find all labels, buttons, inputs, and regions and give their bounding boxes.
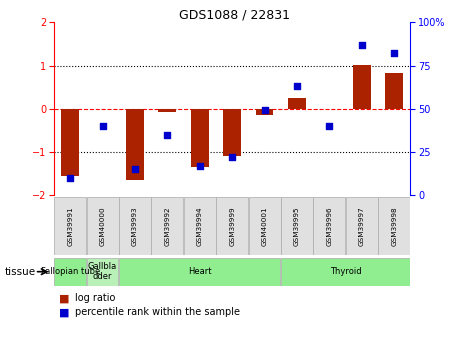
FancyBboxPatch shape [54, 197, 86, 255]
Bar [126, 109, 144, 180]
FancyBboxPatch shape [119, 197, 151, 255]
Text: log ratio: log ratio [75, 294, 115, 303]
Text: GSM39992: GSM39992 [164, 206, 170, 246]
Text: GSM39995: GSM39995 [294, 206, 300, 246]
Text: GSM39994: GSM39994 [197, 206, 203, 246]
FancyBboxPatch shape [184, 197, 216, 255]
Text: GSM40001: GSM40001 [262, 206, 267, 246]
Text: GSM39998: GSM39998 [391, 206, 397, 246]
Text: GSM39996: GSM39996 [326, 206, 333, 246]
Text: GSM39997: GSM39997 [359, 206, 365, 246]
Bar [191, 109, 209, 167]
Text: Gallbla
dder: Gallbla dder [88, 262, 117, 282]
Text: GSM40000: GSM40000 [99, 206, 106, 246]
Bar [256, 109, 273, 115]
Point [325, 123, 333, 129]
Point [164, 132, 171, 137]
Text: Heart: Heart [188, 267, 212, 276]
FancyBboxPatch shape [216, 197, 248, 255]
Bar [385, 73, 403, 109]
Point [261, 108, 268, 113]
FancyBboxPatch shape [281, 197, 313, 255]
Point [67, 175, 74, 180]
Bar [288, 98, 306, 109]
FancyBboxPatch shape [119, 258, 280, 286]
Point [293, 83, 301, 89]
Text: Thyroid: Thyroid [330, 267, 362, 276]
Bar [159, 109, 176, 112]
Point [196, 163, 204, 168]
Text: Fallopian tube: Fallopian tube [40, 267, 100, 276]
FancyBboxPatch shape [87, 258, 118, 286]
Point [99, 123, 106, 129]
Text: GSM39993: GSM39993 [132, 206, 138, 246]
Bar [353, 65, 371, 109]
FancyBboxPatch shape [86, 197, 119, 255]
FancyBboxPatch shape [54, 258, 86, 286]
Text: tissue: tissue [5, 267, 36, 277]
Point [131, 166, 139, 172]
FancyBboxPatch shape [281, 258, 410, 286]
Point [228, 154, 236, 160]
Point [358, 42, 365, 48]
Text: percentile rank within the sample: percentile rank within the sample [75, 307, 240, 317]
FancyBboxPatch shape [151, 197, 183, 255]
Point [390, 51, 398, 56]
FancyBboxPatch shape [313, 197, 345, 255]
Bar [223, 109, 241, 156]
Text: GSM39999: GSM39999 [229, 206, 235, 246]
FancyBboxPatch shape [249, 197, 280, 255]
Text: GDS1088 / 22831: GDS1088 / 22831 [179, 9, 290, 22]
Text: ■: ■ [59, 307, 69, 317]
Text: ■: ■ [59, 294, 69, 303]
Bar [61, 109, 79, 176]
Text: GSM39991: GSM39991 [67, 206, 73, 246]
FancyBboxPatch shape [378, 197, 410, 255]
FancyBboxPatch shape [346, 197, 378, 255]
